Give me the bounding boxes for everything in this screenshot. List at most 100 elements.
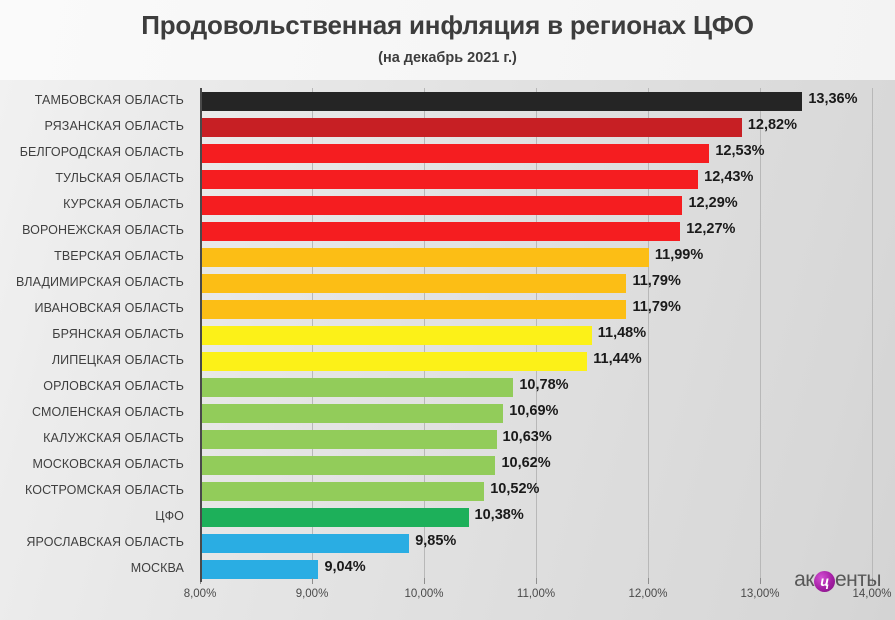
- bar-value-label: 12,29%: [688, 195, 738, 211]
- category-label: КУРСКАЯ ОБЛАСТЬ: [63, 197, 184, 211]
- category-label: СМОЛЕНСКАЯ ОБЛАСТЬ: [31, 405, 184, 419]
- category-label: ИВАНОВСКАЯ ОБЛАСТЬ: [34, 301, 184, 315]
- bar-row[interactable]: 12,82%: [200, 114, 872, 141]
- bar-value-label: 11,48%: [597, 325, 647, 341]
- category-label: КАЛУЖСКАЯ ОБЛАСТЬ: [43, 431, 184, 445]
- plot-area: 13,36% 12,82% 12,53% 12,43% 12,29% 12,27% 11,9…: [200, 88, 873, 582]
- bar-value-label: 11,79%: [632, 273, 681, 289]
- x-tick-label: 9,00%: [295, 588, 329, 600]
- bar-row[interactable]: 10,62%: [200, 452, 872, 479]
- bar-value-label: 10,38%: [474, 507, 524, 523]
- bar-row[interactable]: 10,69%: [200, 400, 872, 427]
- bar[interactable]: [202, 144, 710, 163]
- bar-row[interactable]: 12,53%: [200, 140, 872, 167]
- bar-value-label: 11,44%: [593, 351, 642, 367]
- bar[interactable]: [202, 560, 319, 579]
- category-label: ВЛАДИМИРСКАЯ ОБЛАСТЬ: [16, 275, 184, 289]
- bar-row[interactable]: 12,43%: [200, 166, 872, 193]
- bar-row[interactable]: 13,36%: [200, 88, 872, 115]
- category-label: ЦФО: [155, 509, 184, 523]
- bar-value-label: 11,99%: [654, 247, 704, 263]
- bar-value-label: 10,52%: [490, 481, 540, 497]
- tick-mark: [760, 578, 761, 584]
- bar[interactable]: [202, 534, 410, 553]
- bar-row[interactable]: 11,79%: [200, 270, 872, 297]
- category-label: БЕЛГОРОДСКАЯ ОБЛАСТЬ: [19, 145, 184, 159]
- category-label: ЯРОСЛАВСКАЯ ОБЛАСТЬ: [26, 535, 184, 549]
- bar-rows: 13,36% 12,82% 12,53% 12,43% 12,29% 12,27% 11,9…: [200, 88, 872, 582]
- bar[interactable]: [202, 248, 649, 267]
- bar-row[interactable]: 11,44%: [200, 348, 872, 375]
- bar[interactable]: [202, 92, 803, 111]
- watermark-circle-icon: ц: [814, 570, 835, 592]
- value-axis-ticks: 8,00% 9,00% 10,00% 11,00% 12,00% 13,00% 14,00%: [184, 578, 892, 608]
- category-label: ТАМБОВСКАЯ ОБЛАСТЬ: [34, 93, 184, 107]
- bar[interactable]: [202, 274, 627, 293]
- tick-mark: [536, 578, 537, 584]
- category-label: МОСКОВСКАЯ ОБЛАСТЬ: [32, 457, 184, 471]
- bar[interactable]: [202, 222, 681, 241]
- bar-row[interactable]: 9,04%: [200, 556, 872, 583]
- bar-value-label: 12,53%: [715, 143, 765, 159]
- bar[interactable]: [202, 508, 469, 527]
- bar[interactable]: [202, 170, 699, 189]
- bar-value-label: 10,78%: [519, 377, 569, 393]
- bar-row[interactable]: 11,48%: [200, 322, 872, 349]
- category-label: ТВЕРСКАЯ ОБЛАСТЬ: [54, 249, 184, 263]
- bar[interactable]: [202, 430, 497, 449]
- category-axis-labels: ТАМБОВСКАЯ ОБЛАСТЬ РЯЗАНСКАЯ ОБЛАСТЬ БЕЛГО…: [0, 88, 192, 582]
- bar-row[interactable]: 10,63%: [200, 426, 872, 453]
- bar-row[interactable]: 10,38%: [200, 504, 872, 531]
- x-tick-label: 13,00%: [740, 588, 780, 600]
- watermark-logo: ак ц енты: [794, 568, 882, 592]
- bar-row[interactable]: 9,85%: [200, 530, 872, 557]
- x-tick-label: 14,00%: [852, 588, 892, 600]
- bar-value-label: 9,04%: [324, 559, 366, 575]
- bar[interactable]: [202, 326, 592, 345]
- bar-row[interactable]: 10,52%: [200, 478, 872, 505]
- bar-value-label: 10,63%: [502, 429, 552, 445]
- watermark-prefix: ак: [794, 568, 814, 591]
- bar[interactable]: [202, 378, 514, 397]
- x-tick-label: 10,00%: [404, 588, 444, 600]
- bar[interactable]: [202, 352, 588, 371]
- watermark-suffix: енты: [835, 568, 882, 591]
- bar-value-label: 12,82%: [747, 117, 798, 133]
- category-label: ВОРОНЕЖСКАЯ ОБЛАСТЬ: [22, 223, 184, 237]
- tick-mark: [312, 578, 313, 584]
- bar[interactable]: [202, 300, 627, 319]
- bar-value-label: 10,62%: [501, 455, 551, 471]
- bar-value-label: 11,79%: [632, 299, 681, 315]
- bar[interactable]: [202, 456, 496, 475]
- category-label: МОСКВА: [130, 561, 184, 575]
- bar-row[interactable]: 10,78%: [200, 374, 872, 401]
- value-axis-line: [200, 88, 202, 582]
- bar-value-label: 10,69%: [509, 403, 559, 419]
- gridline: [648, 88, 649, 582]
- bar-row[interactable]: 12,29%: [200, 192, 872, 219]
- bar-value-label: 13,36%: [808, 91, 858, 107]
- bar[interactable]: [202, 404, 504, 423]
- category-label: ЛИПЕЦКАЯ ОБЛАСТЬ: [51, 353, 184, 367]
- category-label: БРЯНСКАЯ ОБЛАСТЬ: [52, 327, 184, 341]
- gridline: [760, 88, 761, 582]
- x-tick-label: 8,00%: [183, 588, 217, 600]
- category-label: КОСТРОМСКАЯ ОБЛАСТЬ: [25, 483, 184, 497]
- tick-mark: [424, 578, 425, 584]
- bar[interactable]: [202, 196, 683, 215]
- bar-row[interactable]: 11,99%: [200, 244, 872, 271]
- x-tick-label: 12,00%: [628, 588, 668, 600]
- page-title: Продовольственная инфляция в регионах ЦФ…: [141, 10, 754, 40]
- bar-value-label: 12,43%: [704, 169, 754, 185]
- gridline: [872, 88, 873, 582]
- bar-value-label: 12,27%: [686, 221, 736, 237]
- category-label: РЯЗАНСКАЯ ОБЛАСТЬ: [44, 119, 184, 133]
- bar[interactable]: [202, 482, 485, 501]
- chart-subtitle: (на декабрь 2021 г.): [378, 50, 517, 66]
- bar[interactable]: [202, 118, 742, 137]
- bar-row[interactable]: 12,27%: [200, 218, 872, 245]
- x-tick-label: 11,00%: [516, 588, 556, 600]
- bar-row[interactable]: 11,79%: [200, 296, 872, 323]
- tick-mark: [648, 578, 649, 584]
